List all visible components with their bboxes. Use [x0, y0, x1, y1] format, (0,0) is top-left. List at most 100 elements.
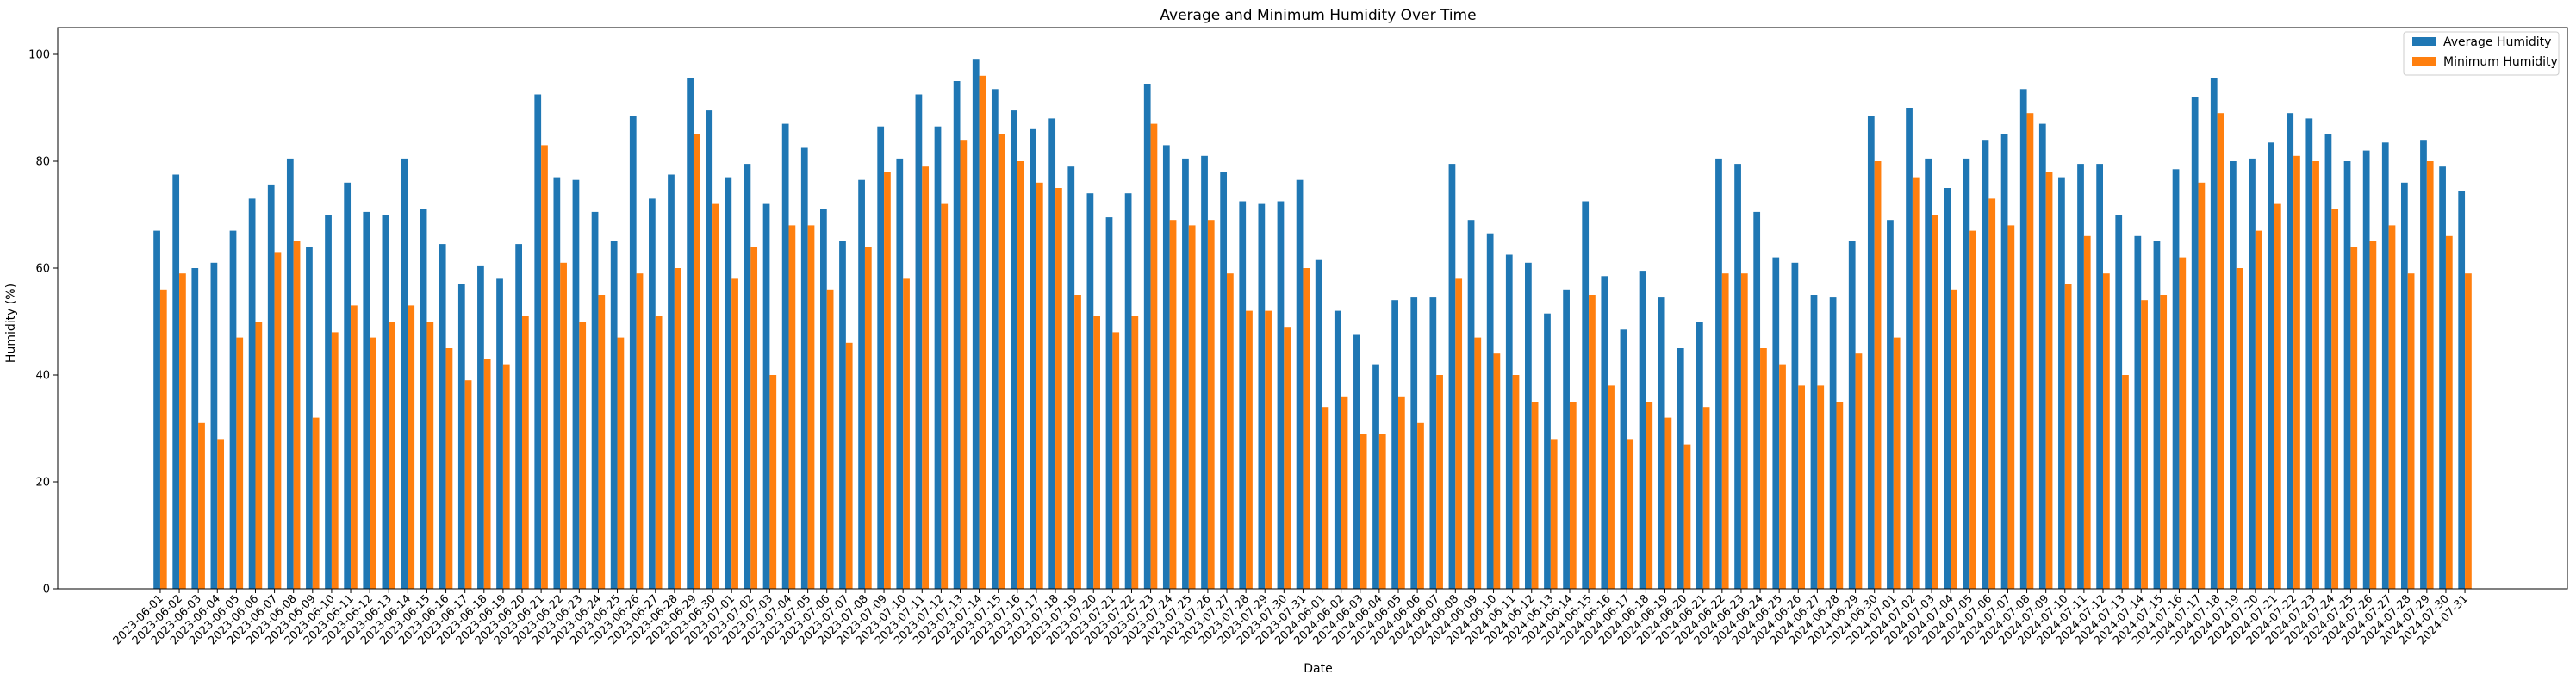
bar-average	[1848, 241, 1856, 589]
bar-minimum	[1893, 337, 1901, 589]
bar-average	[1296, 179, 1304, 589]
bar-minimum	[1646, 402, 1653, 589]
bar-average	[953, 81, 961, 589]
bar-minimum	[960, 140, 968, 589]
bar-average	[496, 278, 503, 589]
bar-minimum	[445, 348, 453, 589]
bar-average	[2058, 177, 2065, 589]
bar-average	[457, 284, 465, 589]
plot-frame	[57, 27, 2568, 590]
y-tick-label: 100	[28, 49, 50, 62]
bar-minimum	[1246, 310, 1253, 589]
bar-average	[972, 59, 980, 589]
bar-minimum	[1569, 402, 1577, 589]
bar-minimum	[1303, 268, 1310, 589]
bar-average	[1486, 233, 1494, 589]
bar-average	[420, 209, 427, 590]
bar-minimum	[1055, 188, 1062, 589]
bar-minimum	[674, 268, 681, 589]
bar-average	[1067, 166, 1075, 589]
bar-minimum	[1932, 215, 1938, 589]
bar-average	[2305, 118, 2313, 589]
bar-average	[2287, 113, 2294, 589]
bar-minimum	[2217, 113, 2224, 589]
bar-minimum	[807, 225, 815, 589]
bar-average	[572, 179, 580, 589]
bar-minimum	[312, 417, 320, 589]
bar-minimum	[769, 375, 777, 589]
bar-average	[744, 164, 751, 589]
bar-minimum	[1436, 375, 1443, 589]
bar-minimum	[1855, 353, 1863, 589]
bar-average	[515, 244, 522, 589]
bar-average	[2249, 158, 2256, 589]
bar-average	[858, 179, 865, 589]
bar-average	[1505, 254, 1513, 589]
bar-average	[477, 265, 484, 589]
bar-average	[1944, 188, 1951, 589]
bar-minimum	[1112, 332, 1120, 589]
bar-average	[1353, 334, 1360, 589]
bar-average	[1620, 329, 1627, 589]
bar-minimum	[1322, 407, 1329, 589]
bar-average	[1030, 128, 1036, 590]
bar-average	[306, 247, 313, 589]
bar-minimum	[1512, 375, 1520, 589]
bar-average	[153, 230, 160, 589]
bar-average	[629, 116, 637, 590]
bar-minimum	[1074, 295, 1081, 589]
legend-swatch-minimum	[2412, 57, 2436, 66]
bar-minimum	[389, 322, 395, 589]
bar-minimum	[331, 332, 339, 589]
bar-minimum	[693, 134, 700, 589]
bar-average	[1011, 110, 1017, 590]
bar-minimum	[2198, 182, 2206, 590]
bar-minimum	[1531, 402, 1539, 589]
bar-minimum	[864, 247, 872, 589]
bar-average	[1582, 201, 1590, 589]
bar-average	[1734, 164, 1741, 589]
bar-average	[839, 241, 846, 589]
bar-average	[2343, 161, 2351, 589]
bar-average	[553, 177, 561, 589]
bar-minimum	[2274, 203, 2281, 589]
bar-minimum	[1664, 417, 1672, 589]
bar-average	[1715, 158, 1722, 589]
bar-average	[2077, 164, 2084, 589]
bar-minimum	[998, 134, 1005, 589]
bar-average	[363, 211, 370, 589]
bar-average	[382, 215, 389, 589]
bar-minimum	[617, 337, 625, 589]
bar-minimum	[408, 305, 415, 589]
bar-minimum	[2103, 273, 2110, 589]
bar-minimum	[655, 316, 663, 589]
bar-minimum	[2255, 230, 2262, 589]
bar-minimum	[541, 145, 548, 589]
bar-average	[1753, 211, 1761, 589]
bar-average	[1201, 155, 1208, 590]
bar-average	[1906, 108, 1913, 589]
bar-average	[762, 203, 770, 589]
bar-minimum	[1093, 316, 1100, 589]
bar-average	[1925, 158, 1932, 589]
bar-average	[610, 241, 618, 589]
bar-minimum	[2122, 375, 2129, 589]
bar-minimum	[1455, 278, 1463, 589]
bar-average	[1162, 145, 1170, 589]
bar-minimum	[1969, 230, 1976, 589]
bar-minimum	[217, 439, 225, 589]
bar-average	[877, 126, 885, 589]
bar-minimum	[198, 422, 205, 589]
bar-average	[1658, 297, 1665, 589]
bar-minimum	[560, 262, 567, 589]
bar-minimum	[2160, 295, 2168, 589]
bar-minimum	[884, 172, 891, 589]
bar-average	[1963, 158, 1970, 589]
y-axis: 0 20 40 60 80 100	[28, 49, 58, 597]
bar-minimum	[2426, 161, 2434, 589]
bar-average	[1982, 140, 1989, 589]
bar-average	[2115, 215, 2123, 589]
bar-average	[1429, 297, 1437, 589]
bar-minimum	[236, 337, 244, 589]
bar-minimum	[1817, 385, 1825, 589]
